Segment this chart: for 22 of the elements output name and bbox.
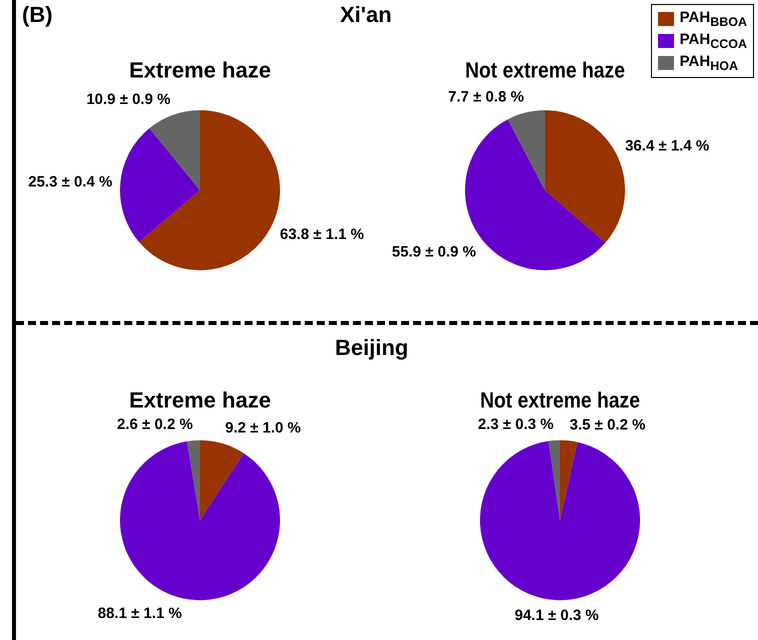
data-label: 63.8 ± 1.1 %: [280, 226, 364, 243]
chart-title: Not extreme haze: [480, 388, 640, 413]
data-label: 55.9 ± 0.9 %: [392, 243, 476, 260]
data-label: 9.2 ± 1.0 %: [225, 420, 301, 436]
data-label: 2.3 ± 0.3 %: [478, 416, 554, 434]
chart-title: Extreme haze: [129, 57, 271, 82]
data-label: 7.7 ± 0.8 %: [448, 88, 524, 106]
data-label: 10.9 ± 0.9 %: [86, 90, 170, 108]
legend-label: PAH$_{BBOA}$: [680, 9, 747, 29]
data-label: 2.6 ± 0.2 %: [117, 416, 193, 434]
legend-label: PAH$_{HOA}$: [680, 53, 738, 73]
data-label: 94.1 ± 0.3 %: [514, 606, 599, 624]
chart-title: Extreme haze: [129, 387, 271, 412]
text: Xi'an: [340, 2, 392, 28]
data-label: 25.3 ± 0.4 %: [28, 173, 112, 190]
text: (B): [22, 2, 53, 28]
text: Beijing: [335, 335, 408, 361]
data-label: 36.4 ± 1.4 %: [625, 137, 710, 154]
data-label: 88.1 ± 1.1 %: [98, 604, 182, 622]
legend-label: PAH$_{CCOA}$: [680, 31, 747, 51]
text: Not extreme haze: [465, 58, 625, 83]
data-label: 3.5 ± 0.2 %: [570, 416, 646, 434]
